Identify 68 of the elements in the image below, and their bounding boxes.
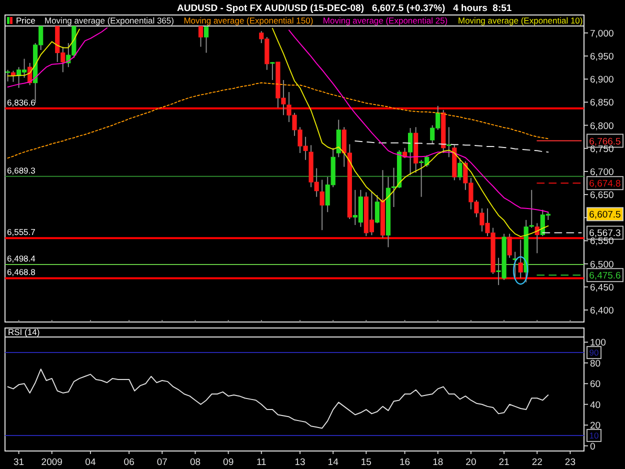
x-tick-label: 2009 — [41, 457, 62, 468]
candlestick — [458, 158, 462, 181]
legend-label: Price — [16, 16, 36, 26]
annotation: 6,607.5 — [589, 210, 621, 221]
x-tick-label: 21 — [498, 457, 510, 468]
candlestick — [320, 179, 324, 231]
x-tick-label: 20 — [466, 457, 476, 468]
text: Moving average (Exponential 365) — [44, 16, 174, 26]
text: Moving average (Exponential 25) — [322, 16, 448, 26]
candlestick — [198, 26, 204, 48]
x-tick-label: 23 — [564, 457, 576, 468]
candlestick — [446, 126, 452, 158]
x-tick-label: 15 — [360, 457, 372, 468]
ref-line-label: 6,555.7 — [7, 227, 36, 238]
data-label: 6,766.5 — [589, 136, 621, 148]
ref-line-label: 10 — [589, 430, 599, 440]
candlestick — [336, 119, 341, 158]
candlestick — [204, 26, 209, 54]
x-tick-label: 09 — [223, 457, 234, 468]
text: Moving average (Exponential 150) — [184, 16, 314, 26]
y-tick-label: 6,700 — [590, 166, 614, 178]
line-series — [7, 82, 549, 159]
x-tick-label: 18 — [432, 457, 444, 468]
ref-line-label: 6,468.8 — [7, 267, 36, 278]
candlestick — [5, 69, 10, 82]
x-tick-label: 22 — [532, 457, 542, 468]
ref-line-label: 6,836.6 — [7, 97, 36, 108]
y-tick-label: 6,800 — [590, 120, 614, 132]
candlestick — [518, 239, 523, 279]
candlestick — [270, 62, 275, 81]
y-tick-label: 6,850 — [590, 98, 614, 109]
x-tick-label: 06 — [124, 457, 134, 468]
data-label: 6,567.3 — [589, 228, 621, 240]
y-tick-label: 6,950 — [590, 52, 614, 63]
x-tick-label: 04 — [85, 457, 96, 468]
x-tick-label: 13 — [294, 457, 306, 468]
chart-title: RSI (14) — [8, 327, 40, 337]
y-tick-label: 80 — [590, 358, 601, 370]
x-tick-label: 16 — [399, 457, 410, 468]
candlestick — [408, 128, 413, 176]
text: Moving average (Exponential 10) — [458, 16, 583, 26]
x-tick-label: 07 — [156, 457, 168, 468]
ref-line-label: 6,689.3 — [7, 165, 36, 176]
y-tick-label: 6,500 — [590, 259, 614, 270]
y-tick-label: 6,400 — [590, 305, 614, 316]
ref-line-label: 90 — [589, 348, 599, 358]
data-label: 6,475.6 — [589, 270, 621, 282]
y-tick-label: 40 — [590, 400, 601, 411]
y-tick-label: 6,450 — [590, 282, 614, 294]
x-tick-label: 11 — [256, 457, 266, 468]
y-tick-label: 60 — [590, 379, 601, 390]
x-tick-label: 08 — [190, 457, 201, 468]
candlestick — [507, 233, 512, 258]
chart-subtitle: 6,607.5 (+0.37%) 4 hours 8:51 — [372, 3, 512, 14]
line-series — [7, 368, 549, 429]
data-label: 6,674.8 — [589, 178, 621, 190]
y-tick-label: 0 — [590, 441, 596, 452]
y-tick-label: 7,000 — [590, 28, 614, 40]
candlestick — [529, 189, 534, 228]
ref-line-label: 6,498.4 — [7, 254, 36, 264]
chart-title: AUDUSD - Spot FX AUD/USD (15-DEC-08) — [176, 3, 364, 14]
candlestick — [374, 194, 380, 224]
y-tick-label: 100 — [590, 338, 606, 349]
y-tick-label: 6,650 — [590, 190, 614, 202]
y-tick-label: 20 — [590, 420, 601, 432]
x-tick-label: 31 — [13, 457, 24, 468]
y-tick-label: 6,900 — [590, 74, 614, 86]
x-tick-label: 14 — [328, 457, 338, 468]
